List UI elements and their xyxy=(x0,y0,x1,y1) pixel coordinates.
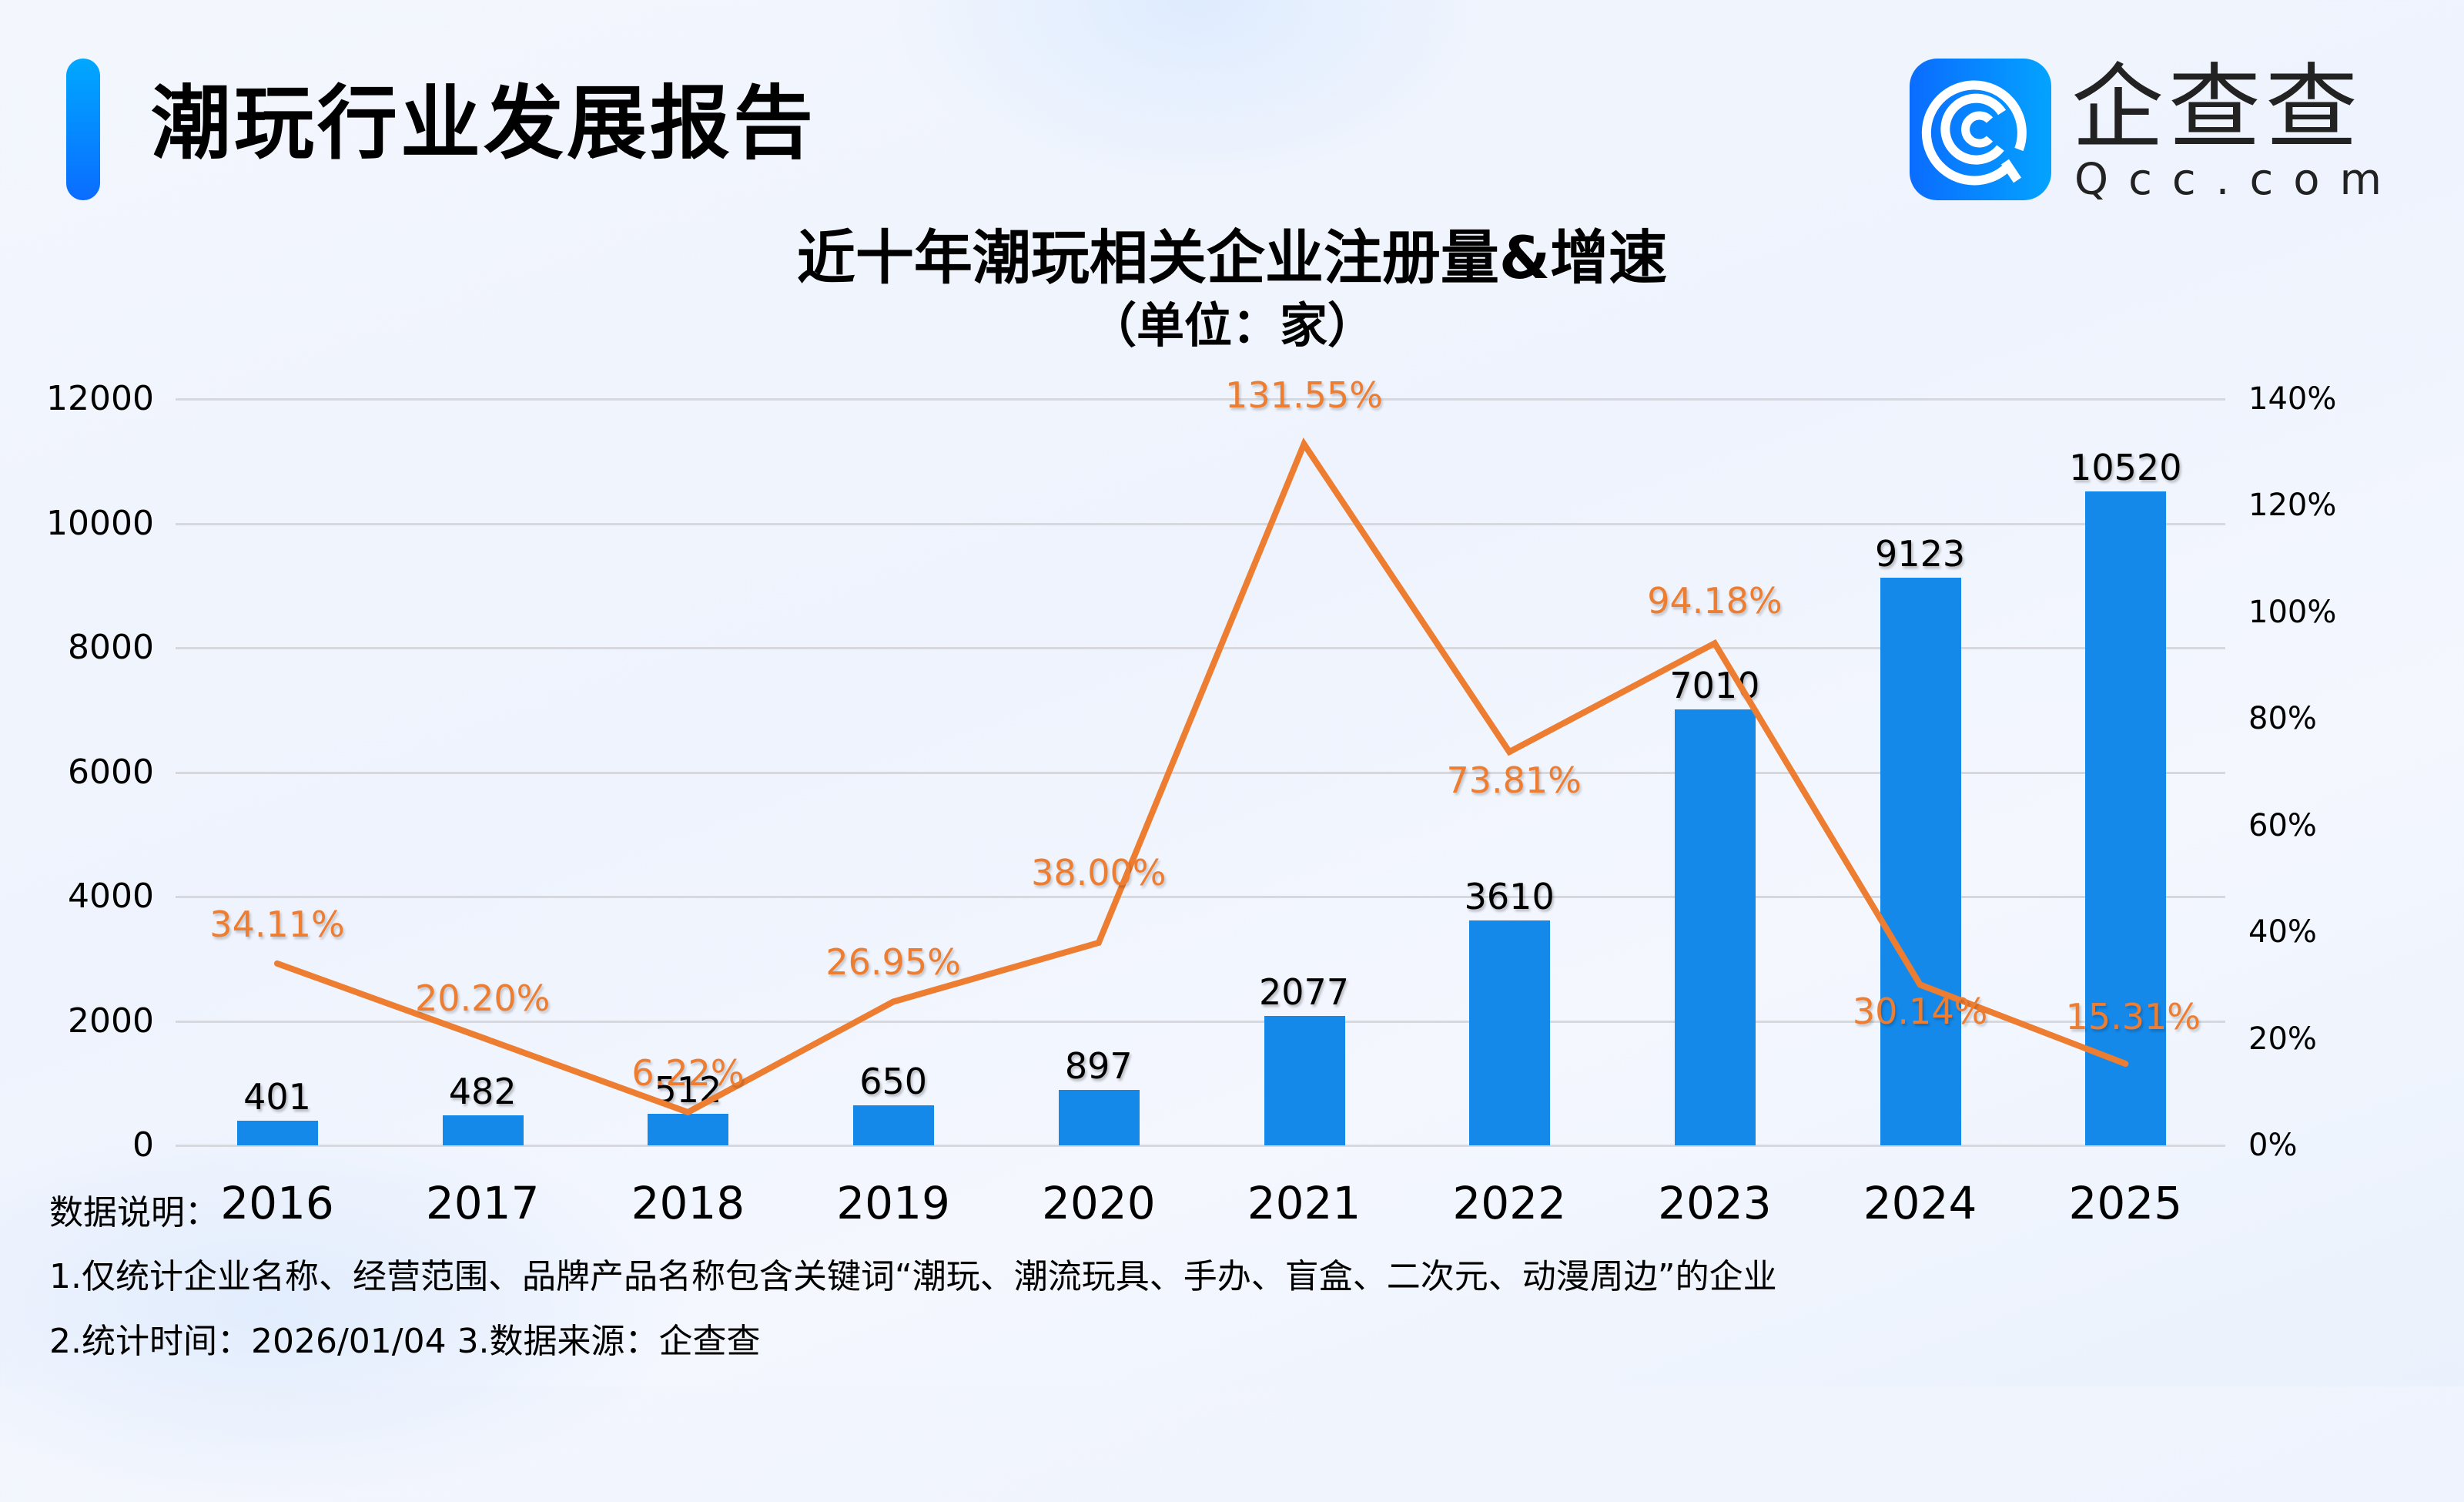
bar-value-label: 650 xyxy=(859,1060,927,1102)
y-left-tick-label: 10000 xyxy=(46,503,154,543)
bar-value-label: 401 xyxy=(243,1075,311,1118)
y-right-tick-label: 100% xyxy=(2248,594,2337,630)
y-right-tick-label: 0% xyxy=(2248,1128,2298,1163)
x-tick-label: 2020 xyxy=(1041,1177,1156,1229)
bar-2025 xyxy=(2085,491,2167,1145)
bar-2018 xyxy=(648,1113,729,1145)
y-left-tick-label: 0 xyxy=(132,1125,154,1165)
y-left-tick-label: 6000 xyxy=(68,752,154,792)
y-right-tick-label: 120% xyxy=(2248,488,2337,524)
growth-rate-label: 73.81% xyxy=(1446,759,1582,802)
bar-2022 xyxy=(1469,920,1551,1145)
report-title: 潮玩行业发展报告 xyxy=(151,76,817,170)
y-right-tick-label: 20% xyxy=(2248,1021,2317,1057)
bar-value-label: 10520 xyxy=(2069,446,2182,488)
x-tick-label: 2017 xyxy=(425,1177,540,1229)
growth-rate-label: 131.55% xyxy=(1225,374,1383,417)
qcc-logo-icon xyxy=(1910,59,2051,200)
bar-2021 xyxy=(1264,1016,1345,1145)
x-tick-label: 2023 xyxy=(1658,1177,1772,1229)
notes-heading: 数据说明： xyxy=(49,1193,219,1232)
growth-rate-line xyxy=(274,438,2129,1116)
x-tick-label: 2019 xyxy=(836,1177,950,1229)
y-right-tick-label: 60% xyxy=(2248,807,2317,843)
x-tick-label: 2021 xyxy=(1247,1177,1361,1229)
x-tick-label: 2022 xyxy=(1452,1177,1566,1229)
y-left-tick-label: 2000 xyxy=(68,1001,154,1041)
growth-rate-label: 94.18% xyxy=(1647,580,1783,622)
y-left-tick-label: 12000 xyxy=(46,379,154,418)
combo-chart: 12000 10000 8000 6000 4000 2000 0 140% 120% 100% 8… xyxy=(46,374,2337,1229)
bar-2020 xyxy=(1058,1089,1140,1145)
growth-rate-label: 30.14% xyxy=(1852,991,1988,1033)
bar-value-label: 3610 xyxy=(1464,876,1555,918)
bar-value-label: 2077 xyxy=(1258,971,1350,1014)
gridline xyxy=(176,896,2225,898)
x-tick-label: 2024 xyxy=(1863,1177,1977,1229)
x-tick-label: 2018 xyxy=(631,1177,745,1229)
growth-rate-label: 20.20% xyxy=(414,977,551,1020)
qcc-logo: 企查查 Qcc.com xyxy=(1910,55,2449,205)
y-left-tick-label: 8000 xyxy=(68,628,154,667)
bar-2016 xyxy=(237,1120,318,1145)
gridline xyxy=(176,522,2225,525)
bar-2023 xyxy=(1674,709,1756,1145)
y-right-tick-label: 40% xyxy=(2248,914,2317,950)
note-date-source: 2.统计时间：2026/01/04 3.数据来源：企查查 xyxy=(49,1322,761,1361)
title-accent-bar xyxy=(66,59,100,200)
growth-rate-label: 38.00% xyxy=(1031,851,1167,893)
gridline xyxy=(176,771,2225,774)
y-right-tick-label: 80% xyxy=(2248,701,2317,737)
growth-rate-label: 34.11% xyxy=(209,903,345,945)
chart-title: 近十年潮玩相关企业注册量&增速 xyxy=(796,223,1668,292)
y-left-tick-label: 4000 xyxy=(68,877,154,916)
bar-value-label: 482 xyxy=(448,1071,517,1113)
gridline xyxy=(176,1020,2225,1023)
gridline xyxy=(176,398,2225,401)
bar-2017 xyxy=(442,1115,524,1145)
bar-2024 xyxy=(1880,578,1961,1145)
logo-name-cn: 企查查 xyxy=(2071,55,2362,162)
x-tick-label: 2025 xyxy=(2068,1177,2183,1229)
x-tick-label: 2016 xyxy=(220,1177,334,1229)
logo-name-en: Qcc.com xyxy=(2074,155,2402,205)
gridline xyxy=(176,1145,2225,1147)
bar-value-label: 7010 xyxy=(1669,664,1760,706)
y-right-tick-label: 140% xyxy=(2248,381,2337,417)
growth-rate-label: 6.22% xyxy=(631,1051,745,1094)
gridline xyxy=(176,647,2225,649)
bar-2019 xyxy=(853,1105,935,1145)
growth-rate-label: 26.95% xyxy=(825,941,961,984)
chart-subtitle: （单位：家） xyxy=(1088,297,1375,354)
note-scope: 1.仅统计企业名称、经营范围、品牌产品名称包含关键词“潮玩、潮流玩具、手办、盲盒… xyxy=(49,1257,1777,1296)
growth-rate-label: 15.31% xyxy=(2065,996,2201,1038)
bar-value-label: 897 xyxy=(1064,1044,1133,1087)
bar-value-label: 9123 xyxy=(1875,533,1966,575)
